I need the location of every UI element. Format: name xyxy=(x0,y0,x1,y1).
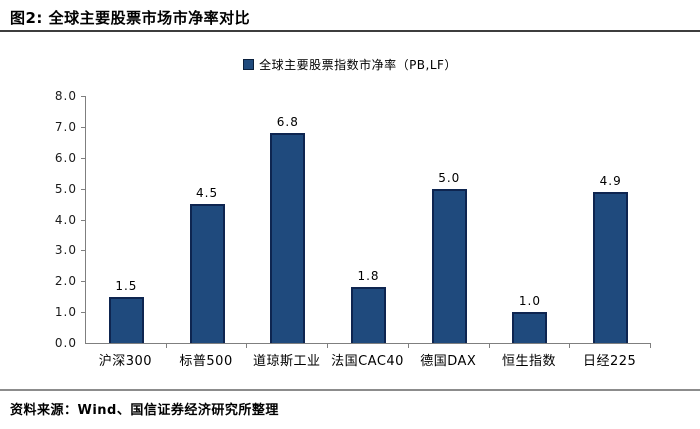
bar-value-label: 5.0 xyxy=(438,170,461,185)
y-axis-tick-mark xyxy=(81,96,86,97)
x-axis-category-label: 法国CAC40 xyxy=(331,354,404,369)
y-axis-tick-mark xyxy=(81,281,86,283)
bar xyxy=(189,204,225,343)
bar-group: 6.8 xyxy=(247,96,328,343)
y-axis-tick-label: 3.0 xyxy=(54,243,77,258)
bar-value-label: 4.5 xyxy=(196,186,219,201)
bar-value-label: 1.5 xyxy=(115,278,138,293)
bar-series: 1.5 4.5 6.8 1.8 5.0 1.0 4.9 xyxy=(86,96,651,343)
x-axis-category-label: 日经225 xyxy=(583,354,637,369)
y-axis-tick-label: 4.0 xyxy=(54,212,77,227)
y-axis-tick-label: 0.0 xyxy=(54,336,77,350)
bar xyxy=(270,133,306,343)
legend-label: 全球主要股票指数市净率（PB,LF） xyxy=(259,57,457,72)
y-axis-tick-mark xyxy=(81,219,86,221)
title-divider xyxy=(0,30,700,32)
x-axis-labels: 沪深300 标普500 道琼斯工业 法国CAC40 德国DAX 恒生指数 日经225 xyxy=(85,350,650,369)
bar xyxy=(108,296,144,343)
bar-group: 4.9 xyxy=(570,96,651,343)
y-axis-tick-mark xyxy=(81,126,86,128)
bar-group: 1.0 xyxy=(490,96,571,343)
y-axis-tick-label: 1.0 xyxy=(54,305,77,320)
bar-group: 1.5 xyxy=(86,96,167,343)
plot-area: 1.5 4.5 6.8 1.8 5.0 1.0 4.9 0.0 1.0 2.0 3.0 4.0 5.0… xyxy=(55,89,651,350)
figure-title: 图2: 全球主要股票市场市净率对比 xyxy=(10,9,251,27)
x-axis-category-label: 标普500 xyxy=(179,354,233,369)
bar-group: 5.0 xyxy=(409,96,490,343)
y-axis-tick-label: 5.0 xyxy=(54,181,77,196)
bar-value-label: 6.8 xyxy=(276,115,299,130)
x-axis-tick-mark xyxy=(327,343,329,348)
footer-divider xyxy=(0,389,700,391)
x-axis-tick-mark xyxy=(165,343,167,348)
x-axis-category-label: 恒生指数 xyxy=(501,354,556,369)
x-axis-tick-mark xyxy=(407,343,409,348)
y-axis-tick-mark xyxy=(81,312,86,314)
bar xyxy=(512,312,548,343)
y-axis-tick-label: 6.0 xyxy=(54,150,77,165)
y-axis-tick-mark xyxy=(81,188,86,190)
y-axis-tick-mark xyxy=(81,157,86,159)
x-axis-tick-mark xyxy=(488,343,490,348)
x-axis-category-label: 沪深300 xyxy=(98,354,153,369)
bar-value-label: 1.0 xyxy=(518,294,541,309)
bar xyxy=(431,188,467,343)
bar xyxy=(593,191,629,343)
bar-value-label: 1.8 xyxy=(357,269,380,284)
legend-marker-icon xyxy=(243,58,255,70)
bar-value-label: 4.9 xyxy=(599,173,622,188)
bar-group: 1.8 xyxy=(328,96,409,343)
y-axis-tick-label: 2.0 xyxy=(54,274,77,289)
x-axis-category-label: 德国DAX xyxy=(420,354,477,369)
x-axis-tick-mark xyxy=(569,343,571,348)
bar xyxy=(351,287,387,343)
y-axis-tick-label: 7.0 xyxy=(54,119,77,134)
x-axis-tick-mark xyxy=(650,343,651,348)
chart-legend: 全球主要股票指数市净率（PB,LF） xyxy=(0,56,700,72)
x-axis-tick-mark xyxy=(246,343,248,348)
bar-group: 4.5 xyxy=(167,96,248,343)
y-axis-tick-mark xyxy=(81,250,86,252)
x-axis-category-label: 道琼斯工业 xyxy=(253,354,321,369)
y-axis-tick-label: 8.0 xyxy=(54,89,77,103)
source-note: 资料来源：Wind、国信证券经济研究所整理 xyxy=(10,403,279,418)
